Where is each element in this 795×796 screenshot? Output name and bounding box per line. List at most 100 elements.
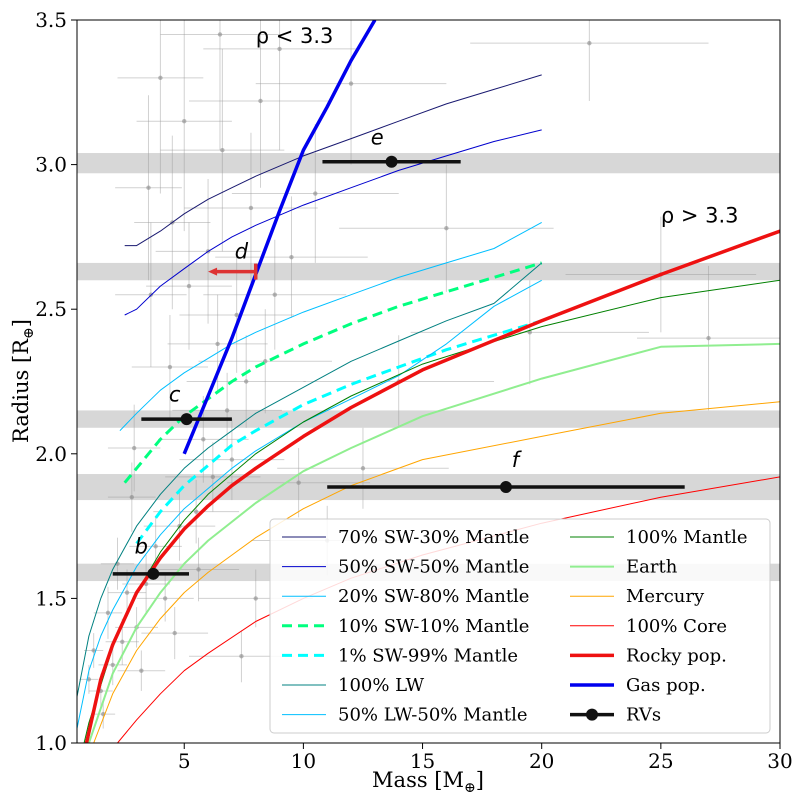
- legend-label: 100% Mantle: [626, 527, 748, 548]
- legend-label: 100% LW: [338, 675, 425, 696]
- legend-item-70-sw-30-mantle: 70% SW-30% Mantle: [282, 527, 529, 548]
- sample-marker: [220, 147, 225, 153]
- rv-marker: [385, 155, 398, 168]
- sample-point-3: [93, 586, 123, 639]
- rv-marker: [180, 413, 193, 426]
- legend-item-gas-pop-: Gas pop.: [570, 675, 706, 696]
- sample-marker: [527, 330, 532, 335]
- rv-planet-e: e: [322, 125, 461, 168]
- rv-planet-f: f: [327, 448, 685, 494]
- sample-point-40: [637, 265, 780, 411]
- y-tick-label-1.5: 1.5: [35, 586, 67, 610]
- x-tick-label-10: 10: [291, 749, 316, 773]
- series-line-gas-pop-: [182, 20, 377, 455]
- sample-point-37: [339, 164, 554, 292]
- legend-label: RVs: [626, 705, 661, 726]
- sample-marker: [110, 662, 115, 668]
- legend-item-100-core: 100% Core: [570, 616, 727, 637]
- upper-limit-arrowhead: [208, 267, 218, 276]
- x-tick-label-5: 5: [178, 749, 191, 773]
- legend-label: 100% Core: [626, 616, 727, 637]
- sample-marker: [196, 567, 201, 572]
- sample-point-22: [203, 239, 347, 350]
- series-line-mercury: [93, 401, 780, 743]
- series-line-20-sw-80-mantle: [119, 221, 542, 432]
- density-annotation-0: ρ < 3.3: [256, 24, 334, 48]
- sample-point-49: [107, 404, 161, 492]
- sample-point-32: [117, 20, 204, 194]
- sample-marker: [120, 639, 125, 644]
- sample-marker: [186, 283, 192, 289]
- sample-marker: [105, 610, 111, 616]
- sample-marker: [162, 596, 168, 601]
- legend-label: 50% LW-50% Mantle: [338, 705, 528, 726]
- rv-marker: [499, 481, 512, 494]
- y-tick-label-2.5: 2.5: [35, 297, 67, 321]
- radius-band-2: [77, 410, 780, 428]
- series-line-50-lw-50-mantle: [77, 279, 542, 729]
- sample-marker: [248, 205, 254, 211]
- series-line-50-sw-50-mantle: [124, 129, 542, 316]
- sample-point-27: [115, 95, 182, 281]
- sample-point-31: [189, 20, 332, 188]
- sample-point-5: [107, 569, 147, 616]
- sample-point-24: [215, 196, 368, 318]
- y-tick-label-3.5: 3.5: [35, 8, 67, 32]
- x-tick-label-25: 25: [648, 749, 673, 773]
- sample-marker: [201, 437, 206, 442]
- sample-marker: [272, 292, 277, 297]
- sample-point-17: [186, 335, 306, 428]
- series-line-1-sw-99-mantle: [135, 319, 543, 545]
- series-line-earth: [87, 342, 780, 743]
- rv-label-e: e: [371, 125, 384, 149]
- x-axis-title-main: Mass [M: [372, 768, 464, 792]
- sample-marker: [277, 46, 282, 52]
- legend-item-50-sw-50-mantle: 50% SW-50% Mantle: [282, 557, 529, 578]
- legend-label: 50% SW-50% Mantle: [338, 557, 529, 578]
- sample-point-47: [141, 607, 209, 660]
- sample-marker: [182, 119, 187, 124]
- sample-marker: [289, 254, 294, 260]
- legend-box: [269, 518, 771, 734]
- legend-item-1-sw-99-mantle: 1% SW-99% Mantle: [282, 645, 518, 666]
- y-tick-label-2: 2.0: [35, 442, 67, 466]
- legend-label: Gas pop.: [626, 675, 706, 696]
- x-axis-title-end: ]: [476, 768, 484, 792]
- series-line-100-lw: [77, 262, 543, 697]
- sample-point-12: [153, 479, 240, 544]
- legend-item-100-lw: 100% LW: [282, 675, 425, 696]
- legend-item-20-sw-80-mantle: 20% SW-80% Mantle: [282, 586, 529, 607]
- sample-point-28: [231, 124, 399, 263]
- y-axis-title-main: Radius [R: [9, 338, 33, 443]
- sample-marker: [243, 379, 249, 384]
- plot-frame: [76, 19, 781, 744]
- sample-point-35: [160, 20, 280, 151]
- y-tick-label-1: 1.0: [35, 731, 67, 755]
- sample-point-44: [107, 462, 156, 532]
- legend-label: 70% SW-30% Mantle: [338, 527, 529, 548]
- series-line-70-sw-30-mantle: [124, 74, 542, 247]
- x-tick-label-20: 20: [529, 749, 554, 773]
- sample-marker: [444, 226, 449, 231]
- sample-marker: [153, 544, 158, 549]
- sample-marker: [313, 191, 318, 196]
- sample-point-1: [98, 644, 128, 686]
- upper-limit-d: d: [208, 240, 258, 280]
- sample-marker: [706, 335, 711, 341]
- legend-label: Mercury: [626, 586, 705, 607]
- series-line-10-sw-10-mantle: [123, 261, 543, 484]
- sample-point-33: [255, 20, 447, 165]
- sample-point-36: [470, 20, 709, 101]
- sample-marker: [215, 341, 220, 347]
- sample-marker: [131, 445, 137, 451]
- sample-point-29: [160, 48, 285, 252]
- legend-item-100-mantle: 100% Mantle: [570, 527, 748, 548]
- sample-marker: [167, 364, 173, 370]
- sample-marker: [229, 457, 235, 462]
- rv-planet-b: b: [112, 535, 190, 580]
- y-axis-title-end: ]: [9, 319, 33, 327]
- sample-marker: [129, 494, 135, 500]
- x-axis-title-sub: ⊕: [464, 780, 476, 796]
- sample-marker: [217, 32, 223, 37]
